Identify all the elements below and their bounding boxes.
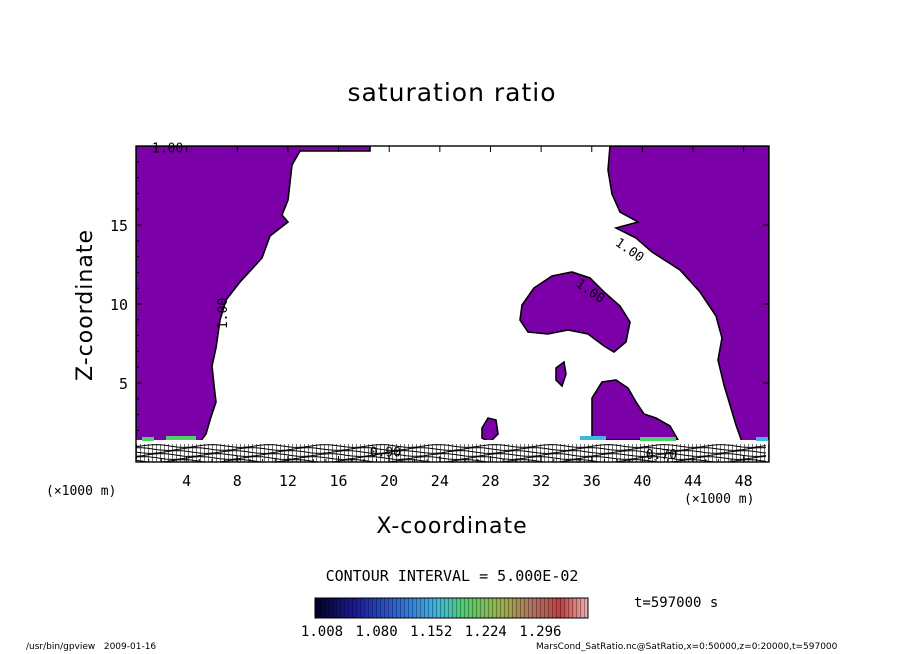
surface-colored-cells [142,436,768,441]
ground-contour-line [136,459,767,462]
time-label: t=597000 s [634,595,719,611]
colorbar-ticks: 1.008 1.080 1.152 1.224 1.296 [301,624,562,640]
x-tick-label: 32 [532,472,550,490]
surface-cell [580,436,606,440]
x-tick-label: 20 [380,472,398,490]
surface-cell [756,437,768,441]
surface-cell [142,437,154,441]
right-supersaturated-region [607,146,769,443]
lower-cell-region-small [481,417,499,443]
ground-contour-line [136,447,767,451]
y-tick-label: 5 [119,375,128,393]
colorbar-tick-label: 1.296 [519,624,561,640]
y-axis-ticks: 5 10 15 [110,161,769,447]
contour-label: 0.90 [370,445,401,460]
contour-label: 0.70 [646,448,677,463]
x-tick-label: 16 [330,472,348,490]
x-axis-unit-left: (×1000 m) [46,484,117,499]
y-tick-label: 15 [110,217,128,235]
surface-cell [166,436,196,440]
footer-right: MarsCond_SatRatio.nc@SatRatio,x=0:50000,… [536,642,838,652]
x-tick-label: 8 [233,472,242,490]
x-tick-label: 12 [279,472,297,490]
x-tick-label: 44 [684,472,702,490]
lower-cell-region [591,379,680,441]
ground-contour-line [136,450,767,454]
x-tick-label: 24 [431,472,449,490]
footer-left: /usr/bin/gpview 2009-01-16 [26,642,157,652]
x-tick-label: 36 [583,472,601,490]
x-tick-label: 48 [735,472,753,490]
contour-interval-label: CONTOUR INTERVAL = 5.000E-02 [325,567,579,585]
surface-cell [640,437,676,441]
x-axis-unit-right: (×1000 m) [684,492,755,507]
middle-blob-region [519,271,631,353]
x-axis-ticks: 4 8 12 16 20 24 28 32 36 40 44 48 [148,146,757,490]
colorbar-tick-label: 1.224 [465,624,507,640]
ground-contour-line [136,444,767,448]
contour-label: 1.00 [152,141,183,156]
y-tick-label: 10 [110,296,128,314]
chart-title: saturation ratio [347,78,557,107]
near-ground-contours [136,444,767,462]
colorbar-tick-label: 1.152 [410,624,452,640]
x-tick-label: 4 [182,472,191,490]
x-axis-label: X-coordinate [376,514,528,539]
colorbar-stripes [315,598,588,618]
filled-regions [136,146,769,462]
x-tick-label: 40 [633,472,651,490]
y-axis-label: Z-coordinate [73,229,98,381]
colorbar-tick-label: 1.080 [356,624,398,640]
small-cell-region [555,360,567,388]
colorbar-tick-label: 1.008 [301,624,343,640]
ground-contour-line [136,456,767,460]
left-supersaturated-region [136,146,371,443]
x-tick-label: 28 [481,472,499,490]
contour-label: 1.00 [216,298,231,329]
ground-contour-line [136,453,767,457]
